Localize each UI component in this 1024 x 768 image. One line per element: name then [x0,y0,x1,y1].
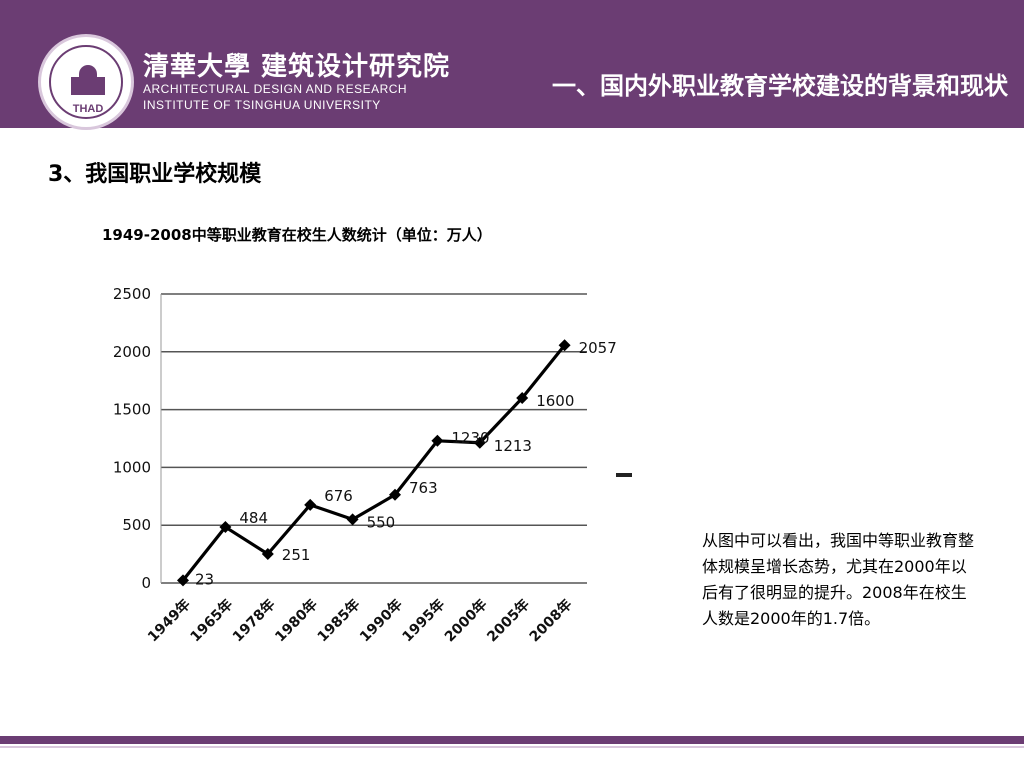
y-tick-label: 0 [141,574,151,592]
footer-thin-line [0,746,1024,748]
x-tick-label: 1980年 [272,596,321,645]
data-point-marker [431,434,444,447]
data-label: 251 [282,546,311,564]
data-label: 484 [239,509,268,527]
data-label: 2057 [579,339,617,357]
logo-building-shape [71,77,105,95]
x-tick-label: 1985年 [314,596,363,645]
footer-bar [0,736,1024,744]
grid-layer [161,293,587,584]
line-chart: 0 500 1000 1500 2000 2500 1949年1965年1978年1980年… [113,285,617,645]
x-tick-label: 1990年 [356,596,405,645]
header-bar: THAD 清華大學 建筑设计研究院 ARCHITECTURAL DESIGN A… [0,0,1024,130]
data-label: 763 [409,479,438,497]
data-point-marker [473,436,486,449]
x-tick-label: 1978年 [229,596,278,645]
data-point-marker [304,498,317,511]
y-tick-label: 1500 [113,401,151,419]
data-label: 1600 [536,392,574,410]
data-label: 550 [367,513,396,531]
x-tick-label: 2008年 [526,596,575,645]
institute-name-cn: 清華大學 建筑设计研究院 [143,52,451,82]
data-label: 1230 [451,429,489,447]
data-label: 23 [195,570,214,588]
institute-name-en-line1: ARCHITECTURAL DESIGN AND RESEARCH [143,82,408,96]
data-label: 1213 [494,437,532,455]
tsinghua-logo: THAD [38,34,134,130]
institute-name-en-line2: INSTITUTE OF TSINGHUA UNIVERSITY [143,98,381,112]
x-tick-label: 1949年 [144,596,193,645]
x-tick-label: 1965年 [187,596,236,645]
label-layer: 23 484 251 676 550 763 1230 1213 1600 2057 [195,339,617,588]
data-label: 676 [324,487,353,505]
x-tick-label: 1995年 [399,596,448,645]
data-point-marker [389,488,401,501]
y-tick-label: 2500 [113,285,151,303]
data-point-marker [261,547,274,560]
logo-dome-shape [79,65,97,79]
series-line [181,344,566,582]
section-title: 3、我国职业学校规模 [48,162,262,187]
chart-title: 1949-2008中等职业教育在校生人数统计（单位：万人） [102,226,492,244]
data-point-marker [558,339,571,352]
y-tick-label: 500 [122,516,151,534]
logo-text: THAD [72,103,104,115]
data-point-marker [177,574,189,587]
chart-note: 从图中可以看出，我国中等职业教育整体规模呈增长态势，尤其在2000年以后有了很明… [702,531,975,628]
series-layer [177,339,571,587]
data-point-marker [219,521,232,534]
y-tick-label: 2000 [113,343,151,361]
data-point-marker [346,513,359,526]
y-tick-label: 1000 [113,458,151,476]
x-tick-label: 2005年 [484,596,533,645]
x-tick-label: 2000年 [441,596,490,645]
stray-dash-mark [616,473,632,477]
axis-layer: 0 500 1000 1500 2000 2500 1949年1965年1978年1980年… [113,285,576,645]
data-point-marker [516,392,529,405]
logo-ring: THAD [49,45,123,119]
slide-title: 一、国内外职业教育学校建设的背景和现状 [552,72,1008,100]
